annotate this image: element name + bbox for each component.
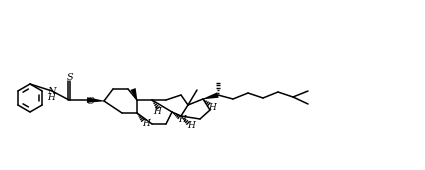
Text: H: H	[153, 107, 161, 116]
Text: H: H	[208, 103, 216, 112]
Text: S: S	[67, 73, 73, 82]
Polygon shape	[130, 88, 137, 100]
Text: N: N	[47, 88, 55, 97]
Text: H: H	[187, 122, 195, 131]
Text: O: O	[87, 97, 95, 106]
Text: H: H	[142, 118, 150, 128]
Text: H: H	[178, 115, 186, 124]
Polygon shape	[203, 92, 219, 99]
Text: H: H	[47, 92, 55, 101]
Polygon shape	[87, 97, 104, 103]
